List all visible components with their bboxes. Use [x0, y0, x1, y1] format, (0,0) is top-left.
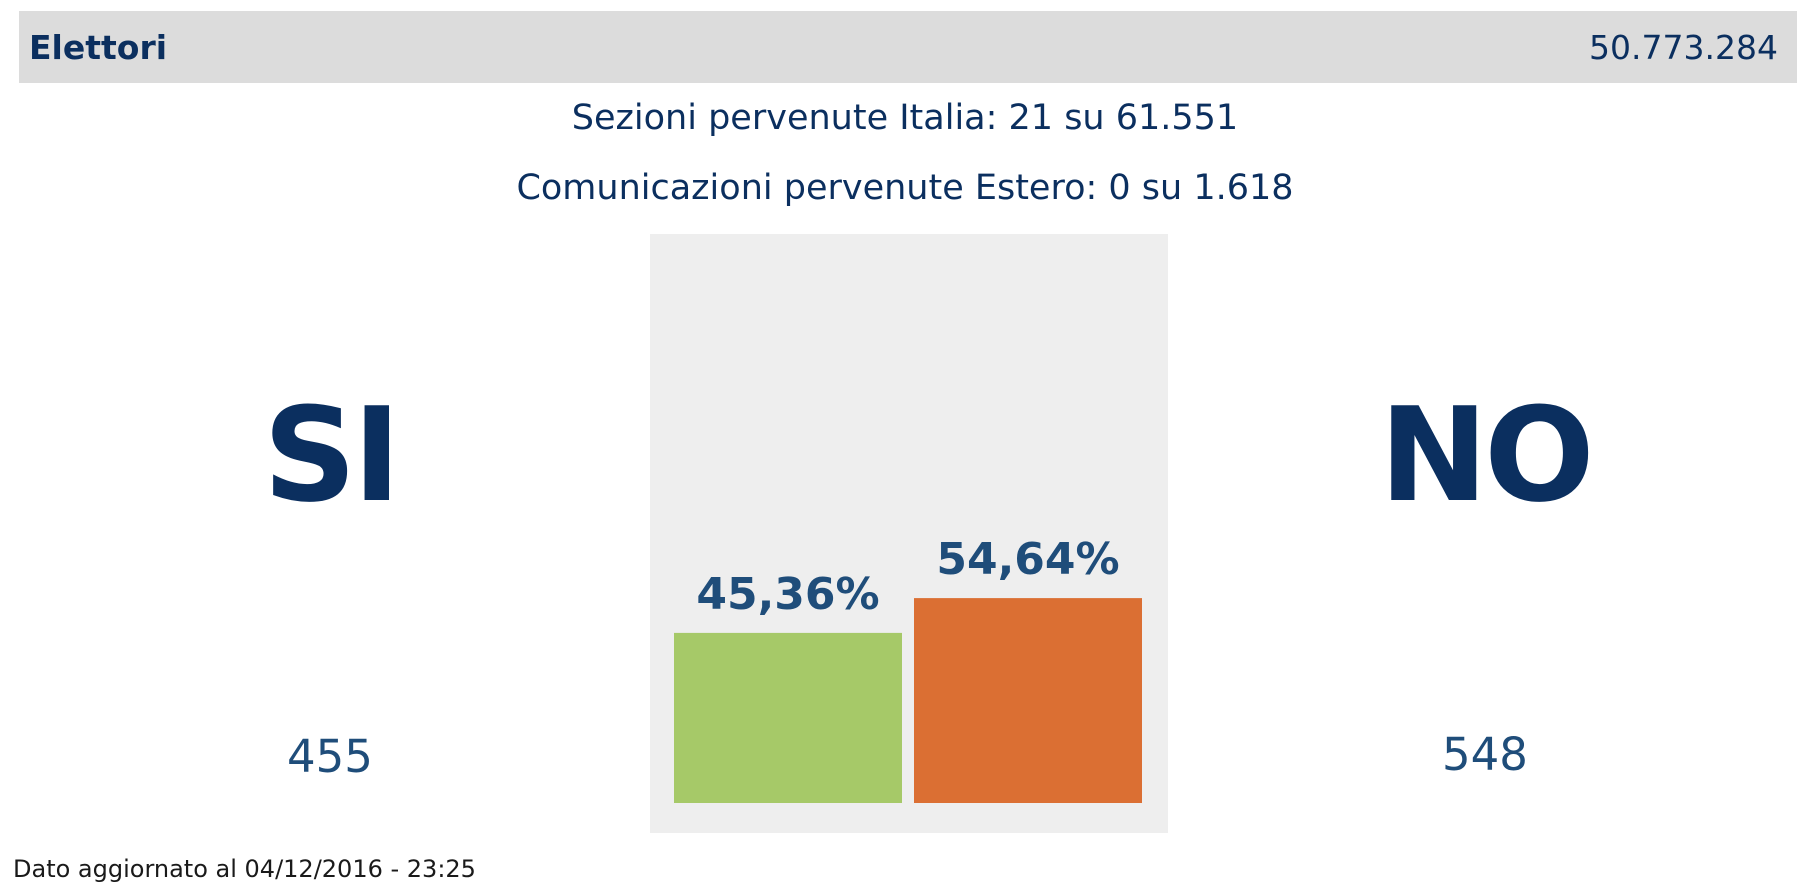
comunicazioni-pervenute: Comunicazioni pervenute Estero: 0 su 1.6…: [516, 168, 1294, 208]
electors-label: Elettori: [29, 27, 168, 67]
no-count: 548: [1442, 728, 1528, 781]
si-count: 455: [287, 730, 373, 783]
si-label: SI: [263, 379, 401, 531]
bar-no: [914, 598, 1142, 803]
bar-label-no: 54,64%: [936, 534, 1119, 585]
sezioni-pervenute: Sezioni pervenute Italia: 21 su 61.551: [571, 98, 1239, 138]
last-updated-note: Dato aggiornato al 04/12/2016 - 23:25: [13, 855, 476, 883]
results-chart: 45,36% 54,64%: [650, 234, 1168, 833]
bar-si: [674, 632, 902, 803]
results-chart-svg: 45,36% 54,64%: [674, 534, 1142, 803]
electors-count: 50.773.284: [1589, 27, 1778, 67]
no-label: NO: [1379, 379, 1594, 531]
electors-header: Elettori 50.773.284: [19, 11, 1797, 83]
bar-label-si: 45,36%: [696, 569, 879, 620]
